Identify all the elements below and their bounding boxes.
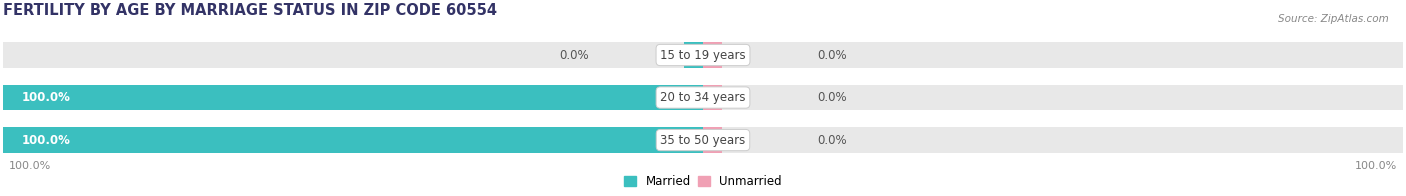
Text: 100.0%: 100.0%	[22, 91, 70, 104]
Text: 100.0%: 100.0%	[22, 133, 70, 147]
Bar	[683, 85, 703, 110]
Bar	[683, 42, 703, 68]
Legend: Married, Unmarried: Married, Unmarried	[620, 170, 786, 193]
Text: 0.0%: 0.0%	[817, 91, 848, 104]
Text: 100.0%: 100.0%	[1354, 161, 1396, 171]
Bar	[703, 85, 723, 110]
Bar	[703, 127, 723, 153]
Text: 35 to 50 years: 35 to 50 years	[661, 133, 745, 147]
Text: 15 to 19 years: 15 to 19 years	[661, 48, 745, 62]
Text: 0.0%: 0.0%	[817, 48, 848, 62]
Bar	[3, 127, 1403, 153]
Text: 20 to 34 years: 20 to 34 years	[661, 91, 745, 104]
Bar	[683, 127, 703, 153]
Text: FERTILITY BY AGE BY MARRIAGE STATUS IN ZIP CODE 60554: FERTILITY BY AGE BY MARRIAGE STATUS IN Z…	[3, 3, 496, 18]
Bar	[703, 42, 723, 68]
Text: 0.0%: 0.0%	[558, 48, 589, 62]
Bar	[3, 85, 703, 110]
Bar	[3, 42, 1403, 68]
Bar	[3, 85, 1403, 110]
Text: Source: ZipAtlas.com: Source: ZipAtlas.com	[1278, 14, 1389, 24]
Text: 0.0%: 0.0%	[817, 133, 848, 147]
Bar	[3, 127, 703, 153]
Text: 100.0%: 100.0%	[10, 161, 52, 171]
